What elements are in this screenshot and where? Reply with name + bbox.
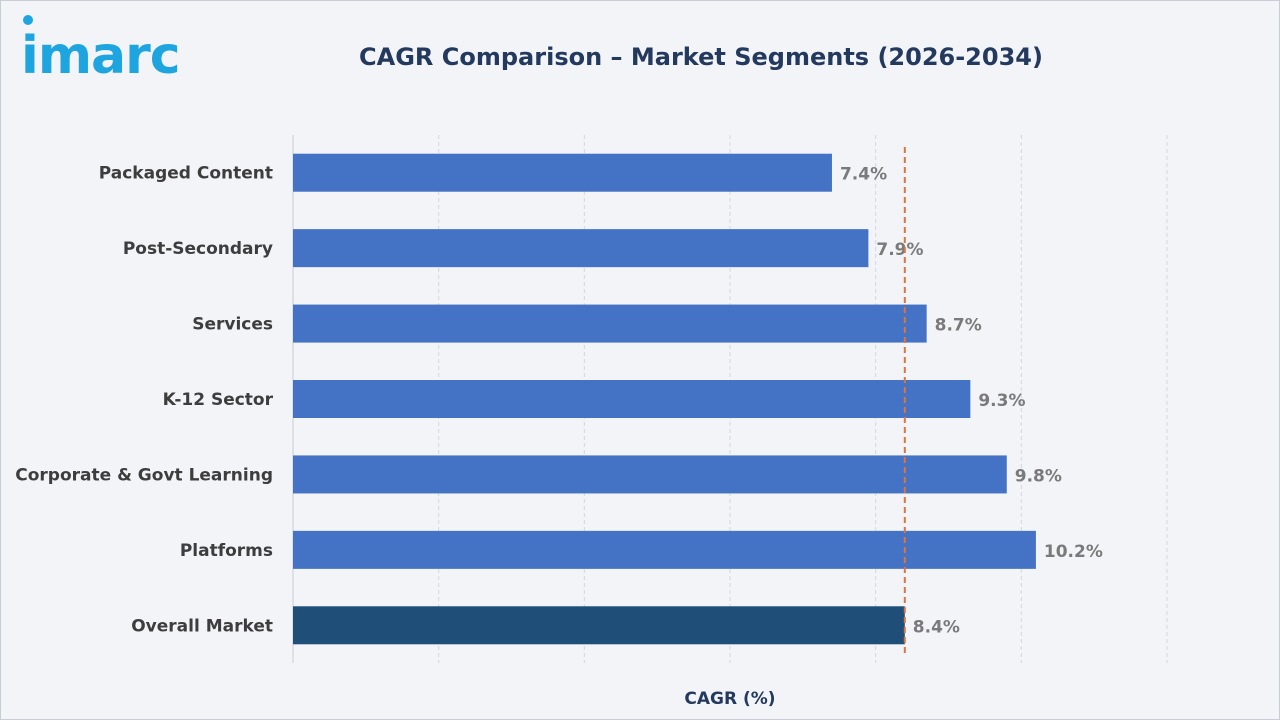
bar bbox=[293, 304, 927, 343]
imarc-logo: imarc bbox=[21, 13, 211, 83]
category-label: Corporate & Govt Learning bbox=[15, 465, 273, 485]
logo-text: imarc bbox=[21, 26, 180, 83]
category-label: Services bbox=[192, 315, 273, 335]
category-label: Overall Market bbox=[131, 616, 273, 636]
value-label: 7.9% bbox=[876, 240, 923, 260]
category-label: Packaged Content bbox=[99, 164, 273, 184]
x-axis-label: CAGR (%) bbox=[684, 689, 776, 709]
bar bbox=[293, 530, 1036, 569]
bar bbox=[293, 606, 905, 645]
value-label: 9.8% bbox=[1015, 466, 1062, 486]
value-label: 8.7% bbox=[935, 316, 982, 336]
bar bbox=[293, 455, 1007, 494]
value-label: 10.2% bbox=[1044, 542, 1103, 562]
bar bbox=[293, 153, 832, 192]
category-label: Post-Secondary bbox=[123, 239, 273, 259]
value-label: 8.4% bbox=[913, 617, 960, 637]
value-label: 7.4% bbox=[840, 165, 887, 185]
bar bbox=[293, 229, 869, 268]
value-label: 9.3% bbox=[978, 391, 1025, 411]
category-label: K-12 Sector bbox=[163, 390, 274, 410]
chart-title: CAGR Comparison – Market Segments (2026-… bbox=[359, 43, 1043, 71]
category-label: Platforms bbox=[180, 541, 273, 561]
bar bbox=[293, 380, 971, 418]
